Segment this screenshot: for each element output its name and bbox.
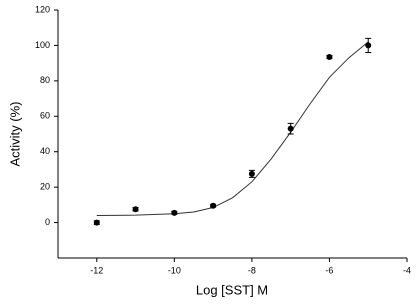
y-tick-label: 100 [35,40,50,50]
x-axis-label: Log [SST] M [196,282,268,297]
data-point [287,125,294,132]
fit-curve [96,41,369,216]
data-point [171,209,178,216]
x-tick-label: -10 [168,265,181,275]
data-point [132,206,139,213]
y-axis-label: Activity (%) [7,102,22,167]
x-tick-label: -12 [90,265,103,275]
data-point [93,219,100,226]
y-tick-label: 0 [45,217,50,227]
data-point [365,42,372,49]
y-tick-label: 120 [35,4,50,14]
y-tick-label: 60 [40,111,50,121]
y-tick-label: 80 [40,75,50,85]
y-tick-label: 40 [40,146,50,156]
data-point [248,170,255,177]
data-point [210,202,217,209]
data-point [326,53,333,60]
x-tick-label: -6 [325,265,333,275]
x-tick-label: -8 [248,265,256,275]
x-tick-label: -4 [403,265,411,275]
y-tick-label: 20 [40,182,50,192]
